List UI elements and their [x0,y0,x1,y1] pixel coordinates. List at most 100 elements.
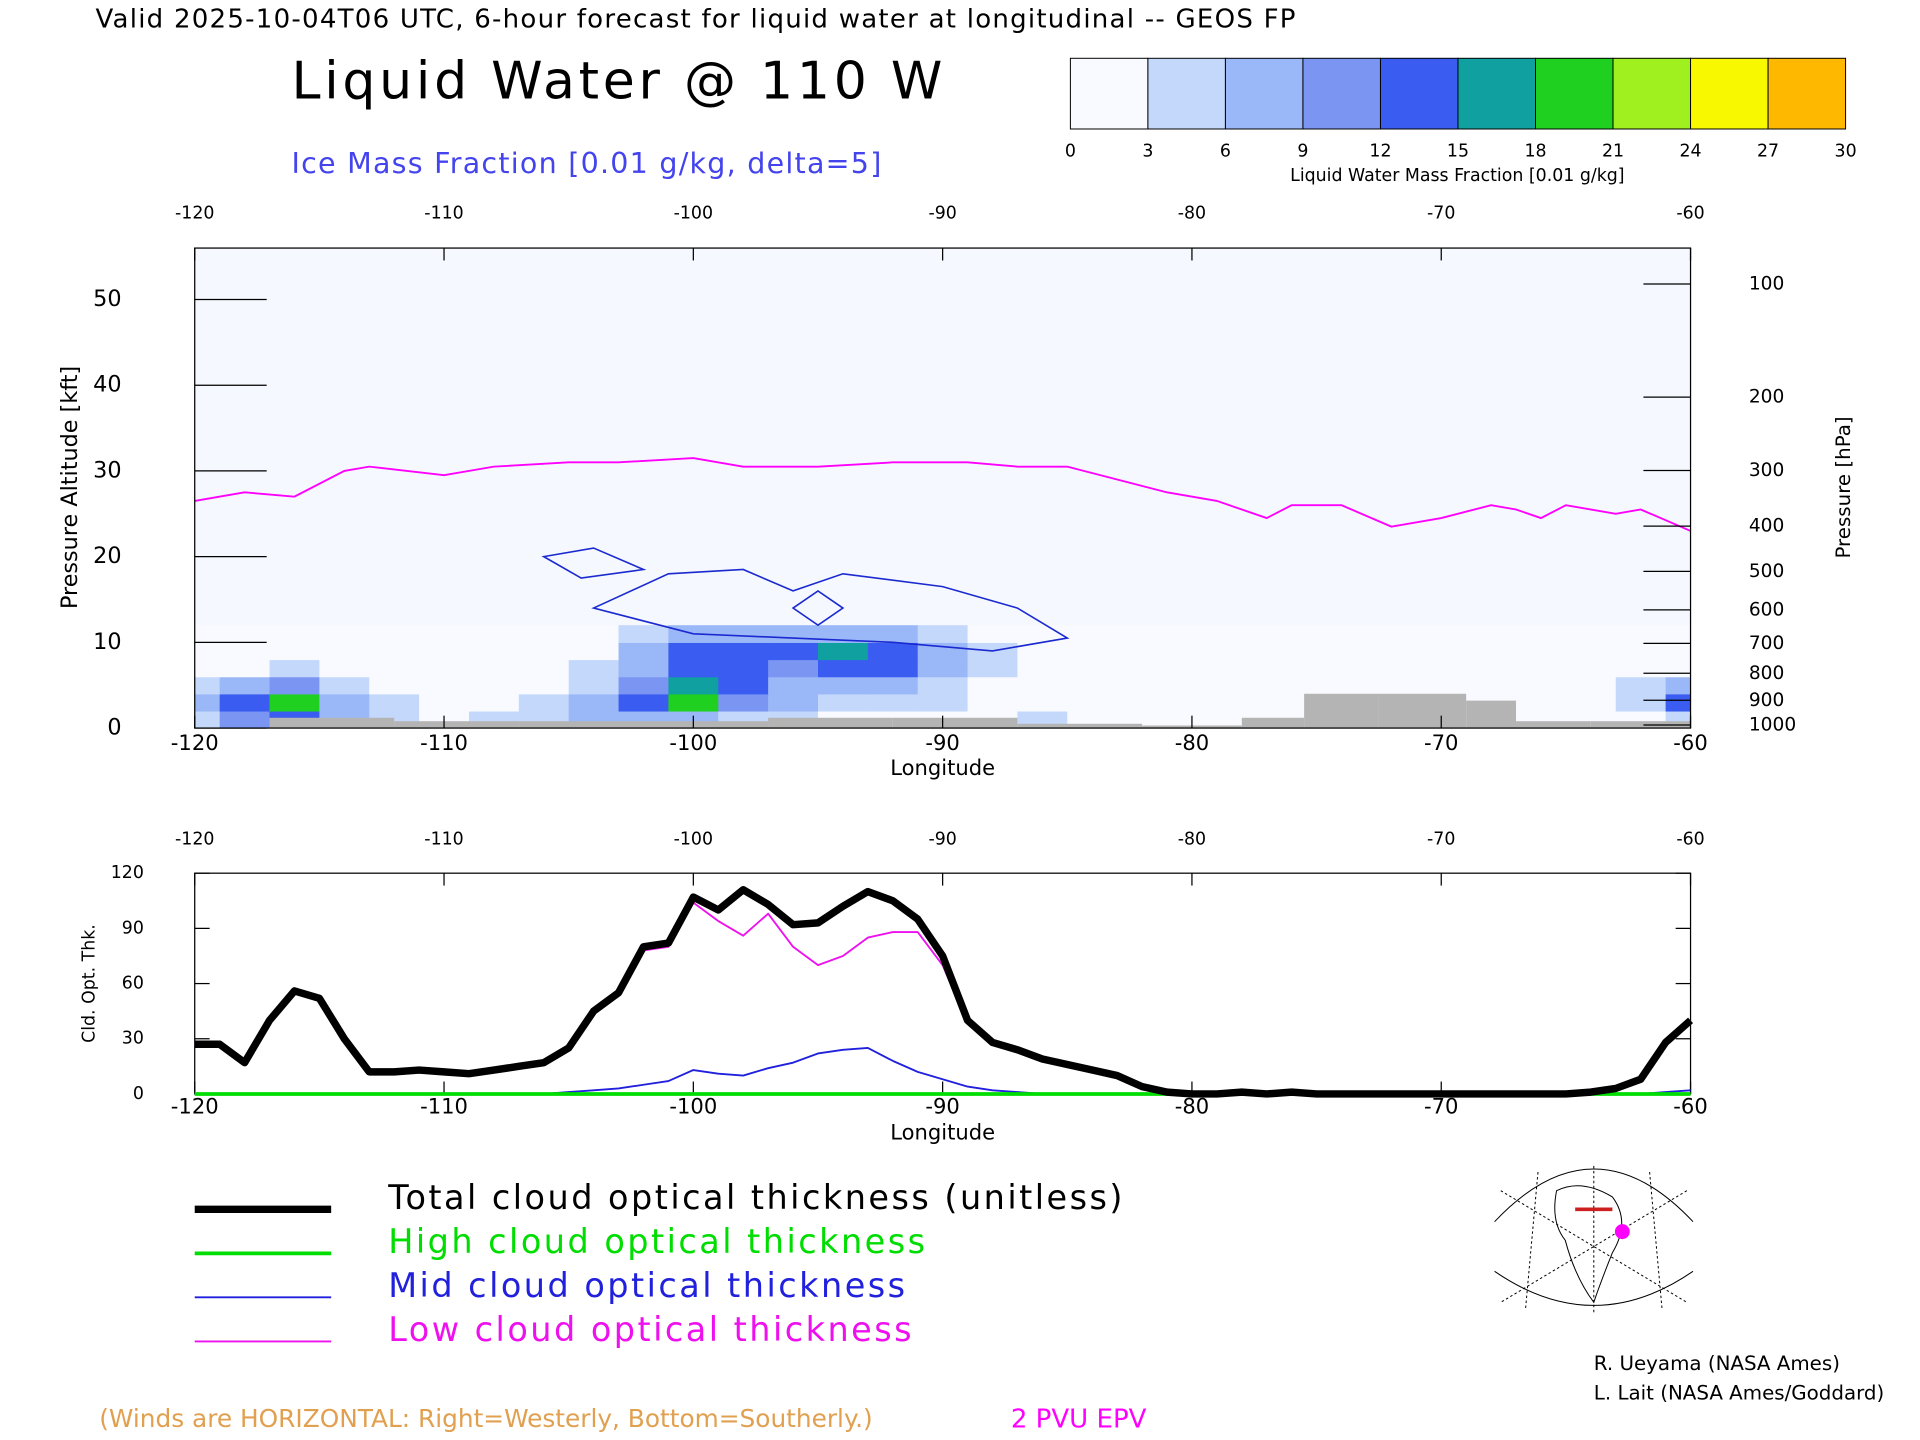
liquid-water-cell [1615,693,1667,712]
y2-tick-label: 800 [1749,663,1785,684]
liquid-water-cell [1416,676,1467,695]
liquid-water-cell [967,693,1019,712]
liquid-water-cell [1067,659,1118,678]
y2-tick-label: 500 [1749,561,1785,582]
liquid-water-cell [1167,659,1218,678]
colorbar-segment [1767,57,1847,130]
liquid-water-cell [1316,642,1368,661]
liquid-water-cell [1216,642,1268,661]
x-tick-label: -100 [669,730,717,755]
x-tick-label: -120 [171,730,219,755]
liquid-water-cell [1366,625,1417,643]
liquid-water-cell [468,693,520,712]
terrain [1378,693,1467,729]
colorbar-segment [1457,57,1536,130]
liquid-water-cell [568,659,620,678]
x-tick-label: -80 [1175,1094,1209,1119]
liquid-water-cell [618,659,670,678]
liquid-water-cell [1665,625,1691,643]
terrain [1241,717,1305,729]
liquid-water-cell [568,693,620,712]
liquid-water-cell [718,642,769,661]
credit: R. Ueyama (NASA Ames) [1594,1352,1840,1375]
x-tick-label: -100 [674,830,713,850]
colorbar-segment [1379,57,1459,130]
terrain [1516,721,1591,729]
terrain [643,721,769,729]
liquid-water-cell [967,676,1019,695]
liquid-water-cell [1615,659,1667,678]
liquid-water-cell [1615,676,1667,695]
colorbar-tick-label: 6 [1220,141,1231,161]
legend-label: Low cloud optical thickness [388,1310,914,1349]
ice-contour [541,547,647,579]
liquid-water-cell [194,710,221,729]
liquid-water-cell [194,693,221,712]
ice-contour [591,568,1070,652]
colorbar-tick-label: 21 [1602,141,1624,161]
liquid-water-cell [369,676,420,695]
y-tick-label: 30 [122,1029,144,1049]
liquid-water-cell [1466,659,1517,678]
liquid-water-cell [1216,659,1268,678]
x-tick-label: -70 [1424,1094,1458,1119]
liquid-water-cell [867,659,919,678]
liquid-water-cell [518,642,570,661]
liquid-water-cell [419,676,470,695]
liquid-water-cell [1167,693,1218,712]
liquid-water-cell [1017,676,1068,695]
liquid-water-cell [1565,642,1617,661]
y-axis-label: Cld. Opt. Thk. [79,924,99,1043]
plot-frame [194,872,1692,1095]
liquid-water-cell [867,625,919,643]
liquid-water-cell [1216,625,1268,643]
liquid-water-cell [468,642,520,661]
liquid-water-cell [468,676,520,695]
colorbar-tick-label: 9 [1297,141,1308,161]
liquid-water-cell [1565,693,1617,712]
liquid-water-cell [917,642,969,661]
liquid-water-cell [1017,693,1068,712]
liquid-water-cell [718,693,769,712]
legend-label: Total cloud optical thickness (unitless) [387,1178,1125,1217]
liquid-water-cell [1516,642,1567,661]
colorbar-segment [1147,57,1226,130]
map-coast [1554,1185,1623,1304]
x-tick-label: -60 [1673,730,1707,755]
credit: L. Lait (NASA Ames/Goddard) [1594,1382,1884,1405]
liquid-water-cell [1167,676,1218,695]
chart-title: Liquid Water @ 110 W [291,51,946,111]
series-line [194,886,1694,1098]
colorbar-segment [1069,57,1149,130]
chart-subtitle: Ice Mass Fraction [0.01 g/kg, delta=5] [291,147,882,180]
legend-label: 2 PVU EPV [1011,1405,1147,1435]
x-axis-label: Longitude [890,1120,995,1145]
colorbar-tick-label: 18 [1524,141,1546,161]
x-tick-label: -110 [424,830,463,850]
liquid-water-cell [867,676,919,695]
liquid-water-cell [1017,659,1068,678]
liquid-water-cell [817,693,869,712]
liquid-water-cell [194,659,221,678]
liquid-water-cell [419,642,470,661]
x-tick-label: -60 [1673,1094,1707,1119]
liquid-water-cell [1366,676,1417,695]
liquid-water-cell [219,625,271,643]
y2-axis-label: Pressure [hPa] [1832,416,1855,558]
x-tick-label: -110 [424,203,463,223]
liquid-water-cell [1615,625,1667,643]
colorbar-segment [1302,57,1381,130]
legend-label: High cloud optical thickness [388,1222,927,1261]
liquid-water-cell [1466,625,1517,643]
colorbar-tick-label: 12 [1369,141,1391,161]
liquid-water-cell [194,642,221,661]
liquid-water-cell [468,659,520,678]
liquid-water-cell [967,625,1019,643]
liquid-water-cell [1615,642,1667,661]
x-tick-label: -110 [420,1094,468,1119]
x-tick-label: -60 [1676,203,1704,223]
x-tick-label: -90 [925,1094,959,1119]
liquid-water-cell [219,710,271,729]
liquid-water-cell [1117,642,1168,661]
